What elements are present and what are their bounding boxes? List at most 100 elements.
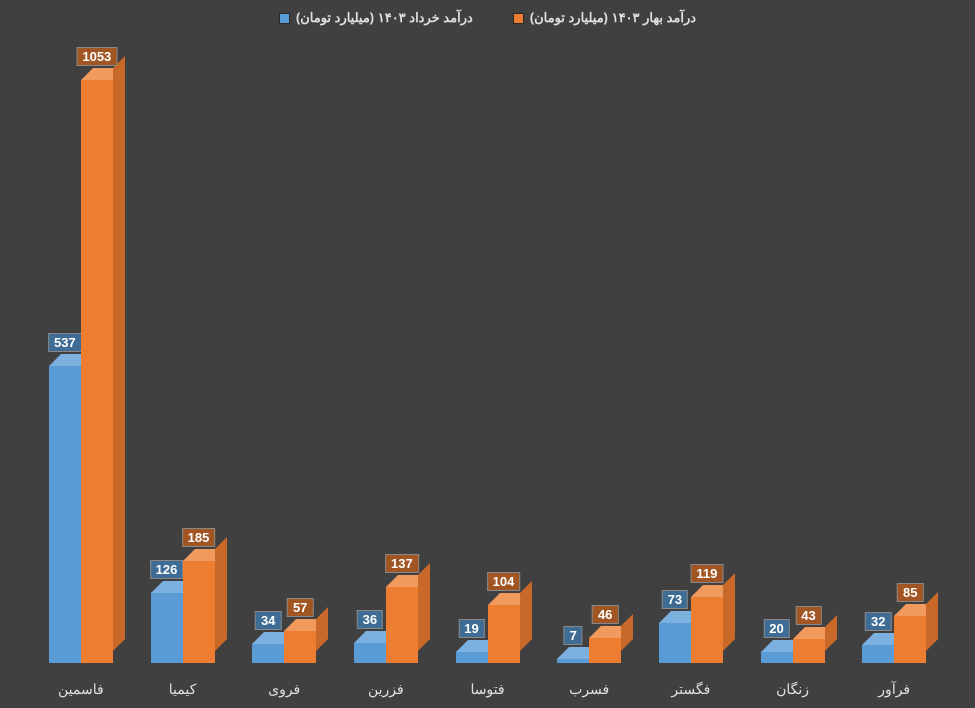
bar: 43 <box>793 639 825 663</box>
bar: 1053 <box>81 80 113 663</box>
bar-front <box>862 645 894 663</box>
bar-group: 126185 <box>132 55 234 663</box>
bar: 119 <box>691 597 723 663</box>
bar-side <box>723 573 735 651</box>
bar-side <box>520 581 532 651</box>
value-label: 104 <box>487 572 521 591</box>
bar-group: 746 <box>538 55 640 663</box>
bar-pair: 73119 <box>659 597 723 663</box>
x-axis-label: کیمیا <box>132 681 234 698</box>
value-label: 57 <box>287 598 313 617</box>
bar: 104 <box>488 605 520 663</box>
bar-front <box>386 587 418 663</box>
bar: 32 <box>862 645 894 663</box>
value-label: 119 <box>690 564 723 583</box>
bar: 73 <box>659 623 691 663</box>
bar-group: 2043 <box>742 55 844 663</box>
x-axis-label: فاسمین <box>30 681 132 698</box>
x-axis-labels: فاسمینکیمیافرویفزرینفتوسافسربفگسترزنگانف… <box>30 681 945 698</box>
bar-side <box>418 563 430 651</box>
bar-side <box>113 56 125 651</box>
bar-side <box>316 607 328 651</box>
legend: درآمد خرداد ۱۴۰۳ (میلیارد تومان) درآمد ب… <box>0 10 975 26</box>
bar-pair: 5371053 <box>49 80 113 663</box>
chart-container: درآمد خرداد ۱۴۰۳ (میلیارد تومان) درآمد ب… <box>0 0 975 708</box>
bar-front <box>284 631 316 663</box>
bar-pair: 126185 <box>151 561 215 663</box>
bar-front <box>557 659 589 663</box>
bar-front <box>793 639 825 663</box>
value-label: 19 <box>458 619 484 638</box>
value-label: 20 <box>763 619 789 638</box>
value-label: 137 <box>385 554 419 573</box>
x-axis-label: فتوسا <box>437 681 539 698</box>
bar-side <box>621 614 633 651</box>
bar-groups: 5371053126185345736137191047467311920433… <box>30 55 945 663</box>
value-label: 537 <box>48 333 82 352</box>
bar-group: 3285 <box>843 55 945 663</box>
bar: 126 <box>151 593 183 663</box>
legend-item-bahar: درآمد بهار ۱۴۰۳ (میلیارد تومان) <box>513 10 696 26</box>
x-axis-label: فزرین <box>335 681 437 698</box>
value-label: 126 <box>150 560 184 579</box>
bar-front <box>691 597 723 663</box>
bar: 19 <box>456 652 488 663</box>
value-label: 1053 <box>76 47 117 66</box>
bar-side <box>825 615 837 651</box>
bar: 57 <box>284 631 316 663</box>
bar-front <box>456 652 488 663</box>
legend-label-bahar: درآمد بهار ۱۴۰۳ (میلیارد تومان) <box>530 10 696 26</box>
bar-front <box>81 80 113 663</box>
bar: 7 <box>557 659 589 663</box>
bar-pair: 3457 <box>252 631 316 663</box>
bar-pair: 36137 <box>354 587 418 663</box>
bar-group: 36137 <box>335 55 437 663</box>
bar-front <box>488 605 520 663</box>
bar-pair: 3285 <box>862 616 926 663</box>
bar-front <box>761 652 793 663</box>
value-label: 46 <box>592 605 618 624</box>
bar-pair: 19104 <box>456 605 520 663</box>
x-axis-label: فروی <box>233 681 335 698</box>
value-label: 85 <box>897 583 923 602</box>
legend-swatch-bahar <box>513 13 524 24</box>
x-axis-label: فرآور <box>843 681 945 698</box>
value-label: 32 <box>865 612 891 631</box>
value-label: 185 <box>182 528 216 547</box>
bar-front <box>659 623 691 663</box>
x-axis-label: زنگان <box>742 681 844 698</box>
legend-swatch-khordad <box>279 13 290 24</box>
bar-side <box>926 592 938 651</box>
bar-pair: 2043 <box>761 639 825 663</box>
legend-label-khordad: درآمد خرداد ۱۴۰۳ (میلیارد تومان) <box>296 10 473 26</box>
value-label: 36 <box>357 610 383 629</box>
bar-front <box>183 561 215 663</box>
x-axis-label: فسرب <box>538 681 640 698</box>
bar-group: 19104 <box>437 55 539 663</box>
value-label: 43 <box>795 606 821 625</box>
bar: 34 <box>252 644 284 663</box>
bar-front <box>49 366 81 663</box>
bar: 36 <box>354 643 386 663</box>
bar-front <box>151 593 183 663</box>
value-label: 7 <box>564 626 583 645</box>
bar-group: 5371053 <box>30 55 132 663</box>
bar: 137 <box>386 587 418 663</box>
bar: 46 <box>589 638 621 663</box>
value-label: 34 <box>255 611 281 630</box>
bar-front <box>354 643 386 663</box>
bar-front <box>252 644 284 663</box>
plot-area: 5371053126185345736137191047467311920433… <box>30 55 945 663</box>
bar-pair: 746 <box>557 638 621 663</box>
value-label: 73 <box>662 590 688 609</box>
bar-side <box>215 537 227 651</box>
bar-front <box>894 616 926 663</box>
bar: 185 <box>183 561 215 663</box>
bar-front <box>589 638 621 663</box>
bar-group: 3457 <box>233 55 335 663</box>
bar: 537 <box>49 366 81 663</box>
legend-item-khordad: درآمد خرداد ۱۴۰۳ (میلیارد تومان) <box>279 10 473 26</box>
x-axis-label: فگستر <box>640 681 742 698</box>
bar: 20 <box>761 652 793 663</box>
bar: 85 <box>894 616 926 663</box>
